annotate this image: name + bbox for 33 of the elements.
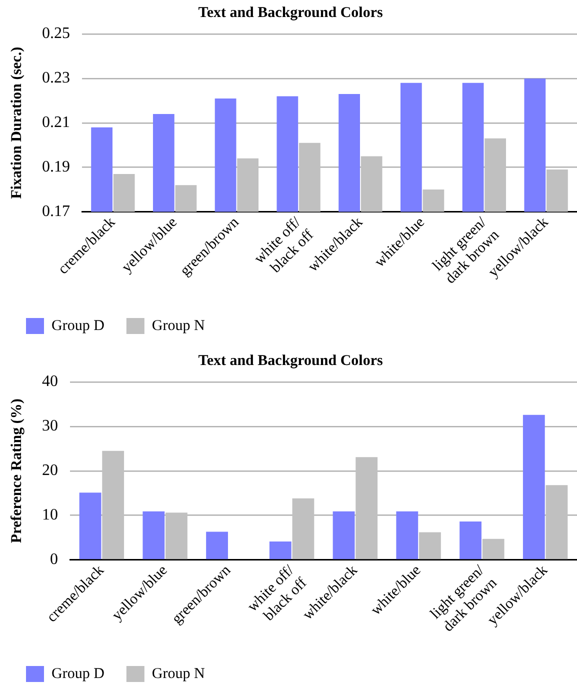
y-tick-label: 30 xyxy=(42,418,58,435)
chart-title: Text and Background Colors xyxy=(198,4,383,21)
y-tick-label: 0.25 xyxy=(42,25,70,42)
bar xyxy=(166,512,188,560)
bar xyxy=(79,492,102,560)
bar xyxy=(522,414,545,560)
y-axis-title: Fixation Duration (sec.) xyxy=(8,46,25,199)
y-tick-label: 0.17 xyxy=(42,202,70,220)
legend-label: Group D xyxy=(52,666,105,682)
bar xyxy=(269,542,292,560)
bar xyxy=(102,450,124,560)
y-tick-label: 0.19 xyxy=(42,158,70,176)
y-tick-label: 0 xyxy=(50,550,58,568)
bar xyxy=(142,511,165,560)
chart-title: Text and Background Colors xyxy=(198,352,383,369)
legend-label: Group N xyxy=(152,666,205,682)
legend-label: Group N xyxy=(152,318,205,334)
bar xyxy=(356,457,378,560)
bar xyxy=(546,485,568,560)
y-axis-title: Preference Rating (%) xyxy=(8,398,25,544)
bar xyxy=(396,511,418,560)
bar xyxy=(292,498,314,560)
y-tick-label: 0.21 xyxy=(42,114,70,132)
bar xyxy=(332,511,355,560)
bar xyxy=(419,532,441,560)
bar xyxy=(482,538,504,560)
legend-label: Group D xyxy=(52,318,105,334)
y-tick-label: 10 xyxy=(42,506,58,524)
y-tick-label: 40 xyxy=(42,373,58,390)
y-tick-label: 20 xyxy=(42,462,58,480)
bar xyxy=(460,522,482,560)
bar xyxy=(206,532,228,560)
y-tick-label: 0.23 xyxy=(42,70,70,87)
